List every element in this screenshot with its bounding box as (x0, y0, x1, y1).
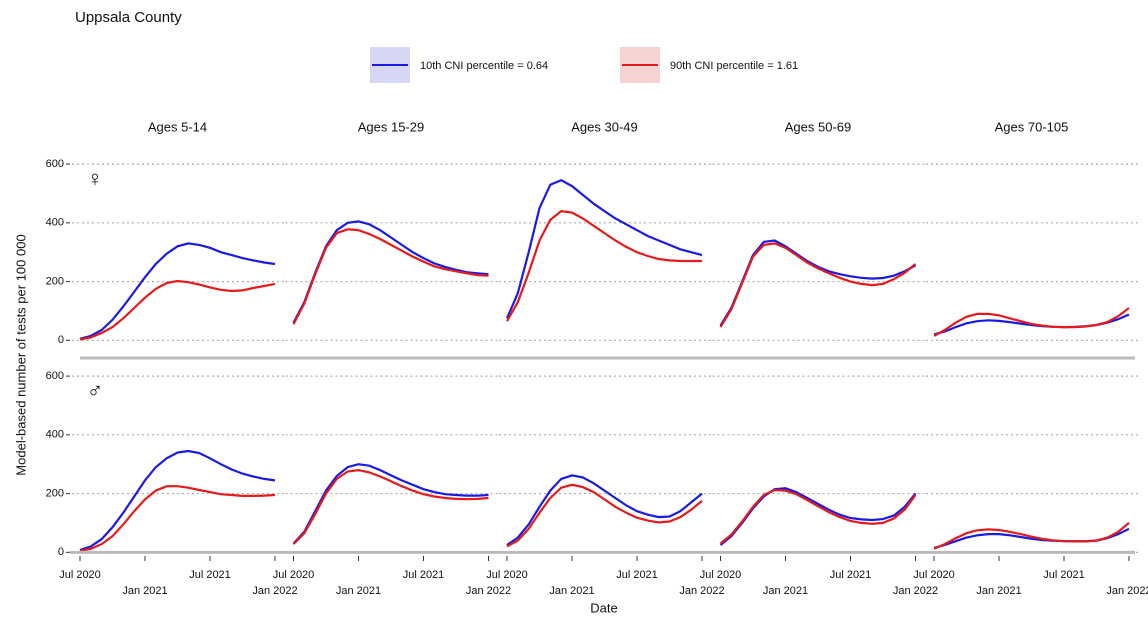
x-tick-label: Jul 2021 (830, 569, 872, 581)
column-label: Ages 70-105 (995, 119, 1069, 134)
series-line (506, 474, 703, 546)
column-label: Ages 30-49 (571, 119, 638, 134)
legend-label: 90th CNI percentile = 1.61 (670, 60, 798, 72)
x-tick-label: Jan 2022 (466, 585, 511, 597)
x-axis-label: Date (590, 600, 617, 615)
row-label: ♀ (87, 166, 104, 191)
series-line (79, 242, 276, 340)
series-line (933, 307, 1130, 337)
y-axis-label: Model-based number of tests per 100 000 (13, 234, 28, 475)
column-label: Ages 5-14 (148, 119, 207, 134)
series-line (506, 483, 703, 548)
y-tick-label: 0 (58, 334, 64, 346)
x-tick-label: Jan 2021 (336, 585, 381, 597)
y-tick-label: 200 (46, 487, 64, 499)
x-tick-label: Jan 2021 (976, 585, 1021, 597)
x-tick-label: Jan 2021 (122, 585, 167, 597)
y-tick-label: 400 (46, 429, 64, 441)
y-tick-label: 0 (58, 546, 64, 558)
y-tick-label: 200 (46, 275, 64, 287)
series-line (933, 527, 1130, 549)
x-tick-label: Jul 2021 (189, 569, 231, 581)
series-line (505, 178, 703, 319)
x-tick-label: Jan 2021 (549, 585, 594, 597)
x-tick-label: Jul 2020 (700, 569, 742, 581)
series-line (79, 279, 276, 341)
x-tick-label: Jan 2022 (252, 585, 297, 597)
chart-title: Uppsala County (75, 9, 182, 26)
series-line (719, 487, 917, 546)
x-tick-label: Jul 2020 (913, 569, 955, 581)
x-tick-label: Jul 2021 (616, 569, 658, 581)
x-tick-label: Jul 2021 (1043, 569, 1085, 581)
y-tick-label: 400 (46, 217, 64, 229)
series-line (933, 522, 1130, 550)
x-tick-label: Jan 2022 (893, 585, 938, 597)
y-tick-label: 600 (46, 370, 64, 382)
series-line (292, 463, 489, 545)
x-tick-label: Jul 2020 (59, 569, 101, 581)
series-line (79, 449, 276, 552)
series-line (719, 488, 917, 545)
x-tick-label: Jul 2020 (273, 569, 315, 581)
series-line (292, 228, 489, 325)
legend-label: 10th CNI percentile = 0.64 (420, 60, 548, 72)
column-label: Ages 50-69 (785, 119, 852, 134)
series-line (292, 468, 489, 545)
y-tick-label: 600 (46, 158, 64, 170)
x-tick-label: Jan 2022 (679, 585, 724, 597)
series-line (506, 209, 702, 322)
series-line (79, 485, 276, 552)
x-tick-label: Jan 2022 (1106, 585, 1148, 597)
x-tick-label: Jul 2020 (486, 569, 528, 581)
x-tick-label: Jan 2021 (763, 585, 808, 597)
column-label: Ages 15-29 (358, 119, 425, 134)
x-tick-label: Jul 2021 (403, 569, 445, 581)
series-line (719, 242, 917, 328)
row-label: ♂ (87, 378, 104, 403)
